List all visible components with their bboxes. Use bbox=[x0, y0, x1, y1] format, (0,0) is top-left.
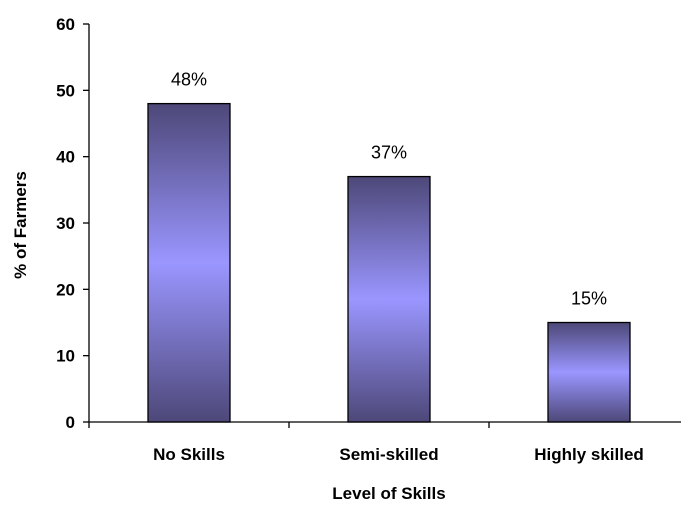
y-axis-title: % of Farmers bbox=[11, 171, 30, 279]
y-axis: 0 10 20 30 40 50 60 bbox=[56, 15, 90, 432]
bar bbox=[547, 321, 631, 423]
bar bbox=[147, 102, 231, 423]
x-axis-title: Level of Skills bbox=[332, 484, 445, 503]
x-axis: No Skills Semi-skilled Highly skilled bbox=[88, 421, 681, 464]
y-tick-label: 30 bbox=[56, 214, 75, 233]
bar-value-label: 37% bbox=[371, 143, 407, 163]
x-category-label: No Skills bbox=[153, 445, 225, 464]
y-tick-label: 60 bbox=[56, 15, 75, 34]
bar-value-label: 15% bbox=[571, 289, 607, 309]
bars bbox=[147, 102, 631, 423]
data-labels: 48% 37% 15% bbox=[171, 70, 607, 309]
y-tick-label: 20 bbox=[56, 280, 75, 299]
x-category-label: Semi-skilled bbox=[339, 445, 438, 464]
y-tick-label: 40 bbox=[56, 148, 75, 167]
y-tick-label: 10 bbox=[56, 347, 75, 366]
x-category-label: Highly skilled bbox=[534, 445, 644, 464]
y-tick-label: 50 bbox=[56, 81, 75, 100]
y-tick-label: 0 bbox=[66, 413, 75, 432]
bar bbox=[347, 175, 431, 423]
bar-value-label: 48% bbox=[171, 70, 207, 90]
